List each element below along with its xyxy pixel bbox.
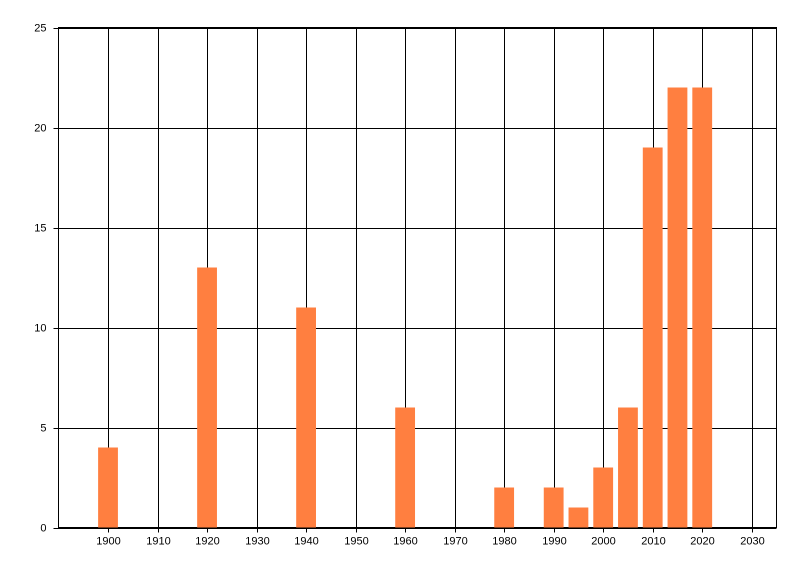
x-tick-label: 2030 — [740, 535, 764, 547]
x-tick-label: 2000 — [591, 535, 615, 547]
y-tick-label: 25 — [34, 22, 46, 34]
x-tick-label: 1960 — [393, 535, 417, 547]
bar — [667, 87, 688, 528]
bar — [98, 447, 118, 528]
bar — [568, 507, 589, 528]
bar — [593, 467, 614, 528]
bar — [494, 487, 515, 528]
y-tick-label: 5 — [40, 422, 46, 434]
x-tick-label: 1970 — [443, 535, 467, 547]
y-tick-label: 10 — [34, 322, 46, 334]
x-tick-label: 1990 — [542, 535, 566, 547]
bar — [692, 87, 713, 528]
x-tick-label: 1920 — [195, 535, 219, 547]
bar — [296, 307, 316, 528]
y-tick-label: 15 — [34, 222, 46, 234]
x-tick-label: 1950 — [344, 535, 368, 547]
bar — [197, 267, 217, 528]
x-tick-label: 1910 — [146, 535, 170, 547]
y-tick-label: 20 — [34, 122, 46, 134]
bar — [618, 407, 638, 528]
x-tick-label: 2010 — [641, 535, 665, 547]
x-tick-label: 1900 — [96, 535, 120, 547]
x-tick-label: 2020 — [690, 535, 714, 547]
x-tick-label: 1980 — [492, 535, 516, 547]
plot-frame — [58, 27, 777, 528]
x-tick-label: 1940 — [294, 535, 318, 547]
x-tick-label: 1930 — [245, 535, 269, 547]
y-tick-label: 0 — [40, 522, 46, 534]
bar — [395, 407, 416, 528]
bar — [543, 487, 564, 528]
bar — [642, 147, 663, 528]
